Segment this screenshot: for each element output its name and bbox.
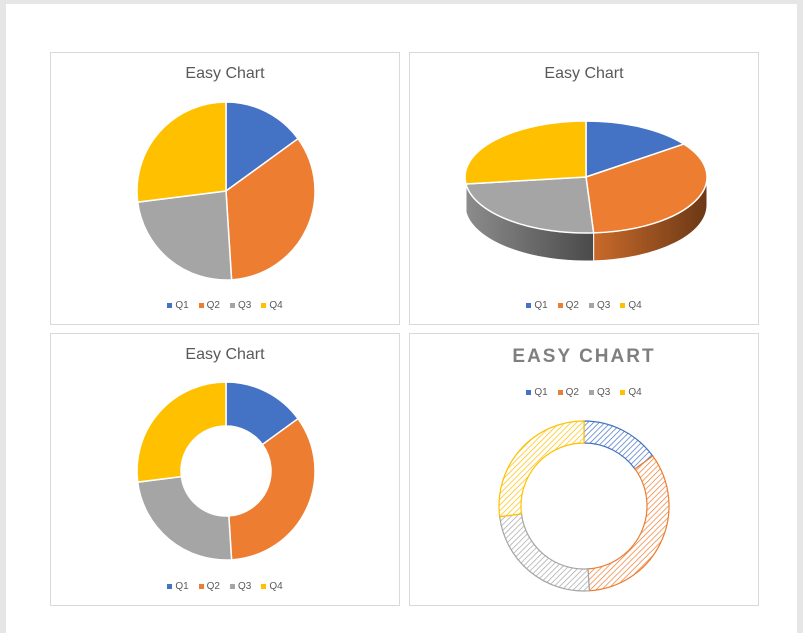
legend-swatch (589, 390, 594, 395)
legend-label: Q3 (238, 581, 252, 592)
legend-swatch (230, 303, 235, 308)
slice-q3 (136, 475, 233, 561)
chart-doughnut-hatched[interactable]: EASY CHART Q1 Q2 Q3 Q4 (409, 333, 759, 606)
legend-label: Q4 (269, 300, 283, 311)
chart-title: Easy Chart (185, 65, 265, 82)
slice-q4 (498, 420, 585, 518)
doughnut-plot (136, 381, 316, 561)
legend-swatch (620, 390, 626, 395)
chart-doughnut[interactable]: Easy Chart Q1 Q2 Q3 Q4 (50, 333, 400, 606)
legend-item-q4: Q4 (261, 300, 283, 311)
chart-legend: Q1 Q2 Q3 Q4 (410, 387, 758, 398)
legend-item-q3: Q3 (230, 300, 251, 311)
slice-q1 (585, 120, 686, 179)
legend-swatch (557, 390, 563, 395)
pie-3d-plot (464, 120, 708, 262)
slice-q3 (498, 513, 590, 592)
legend-label: Q1 (534, 300, 548, 311)
legend-item-q2: Q2 (198, 300, 220, 311)
legend-item-q3: Q3 (230, 581, 251, 592)
legend-swatch (620, 303, 626, 308)
legend-item-q2: Q2 (198, 581, 220, 592)
chart-pie[interactable]: Easy Chart Q1 Q2 Q3 Q4 (50, 52, 400, 325)
legend-item-q4: Q4 (620, 387, 642, 398)
legend-swatch (167, 584, 173, 589)
legend-swatch (230, 584, 235, 589)
legend-label: Q4 (269, 581, 283, 592)
slice-q1 (583, 420, 654, 470)
legend-swatch (526, 390, 532, 395)
legend-swatch (557, 303, 563, 308)
legend-item-q3: Q3 (589, 387, 610, 398)
slice-q2 (228, 417, 316, 561)
legend-swatch (167, 303, 173, 308)
chart-title: Easy Chart (185, 346, 265, 363)
legend-swatch (526, 303, 532, 308)
slice-q4 (464, 120, 587, 185)
slice-q2 (225, 137, 316, 281)
legend-item-q4: Q4 (261, 581, 283, 592)
legend-swatch (198, 303, 204, 308)
slice-q1 (225, 101, 300, 193)
legend-item-q1: Q1 (167, 581, 189, 592)
slice-q3 (136, 190, 233, 281)
legend-label: Q4 (628, 300, 642, 311)
legend-item-q3: Q3 (589, 300, 610, 311)
legend-label: Q1 (534, 387, 548, 398)
chart-title: Easy Chart (544, 65, 624, 82)
legend-item-q1: Q1 (167, 300, 189, 311)
legend-label: Q4 (628, 387, 642, 398)
legend-swatch (261, 303, 267, 308)
legend-label: Q2 (565, 387, 579, 398)
slice-q2 (585, 143, 708, 234)
legend-label: Q2 (206, 581, 220, 592)
legend-label: Q3 (597, 300, 611, 311)
legend-label: Q1 (175, 300, 189, 311)
legend-label: Q2 (565, 300, 579, 311)
legend-item-q1: Q1 (526, 300, 548, 311)
legend-item-q2: Q2 (557, 387, 579, 398)
legend-label: Q3 (597, 387, 611, 398)
slice-q2 (587, 455, 670, 592)
chart-legend: Q1 Q2 Q3 Q4 (51, 300, 399, 311)
chart-title: EASY CHART (512, 346, 656, 367)
legend-label: Q2 (206, 300, 220, 311)
legend-item-q1: Q1 (526, 387, 548, 398)
legend-item-q2: Q2 (557, 300, 579, 311)
legend-swatch (261, 584, 267, 589)
legend-swatch (198, 584, 204, 589)
chart-legend: Q1 Q2 Q3 Q4 (51, 581, 399, 592)
slice-q4 (136, 101, 227, 203)
legend-swatch (589, 303, 594, 308)
doughnut-hatched-plot (498, 420, 670, 592)
legend-label: Q1 (175, 581, 189, 592)
legend-item-q4: Q4 (620, 300, 642, 311)
chart-pie-3d[interactable]: Easy Chart Q1 Q2 Q3 Q4 (409, 52, 759, 325)
chart-legend: Q1 Q2 Q3 Q4 (410, 300, 758, 311)
slice-q4 (136, 381, 227, 483)
slice-q3 (464, 176, 595, 234)
legend-label: Q3 (238, 300, 252, 311)
pie-plot (136, 101, 316, 281)
